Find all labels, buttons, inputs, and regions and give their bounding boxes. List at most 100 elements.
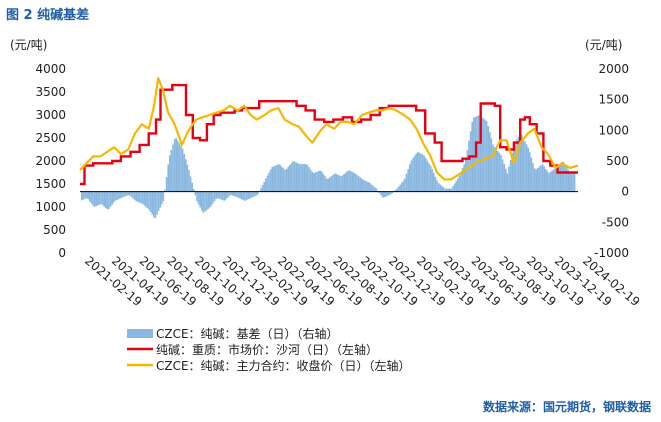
basis-bar bbox=[573, 173, 576, 192]
left-tick-label: 500 bbox=[43, 223, 66, 237]
basis-bar bbox=[237, 191, 240, 198]
basis-bar bbox=[298, 164, 301, 192]
basis-bar bbox=[130, 191, 133, 197]
basis-bar bbox=[276, 164, 278, 192]
basis-bar bbox=[399, 184, 401, 192]
basis-bar bbox=[484, 119, 486, 192]
right-tick-label: 0 bbox=[621, 185, 629, 199]
basis-bar bbox=[527, 147, 529, 192]
basis-bar bbox=[538, 166, 541, 192]
basis-bar bbox=[473, 117, 475, 192]
basis-bar bbox=[407, 169, 409, 192]
basis-bar bbox=[533, 168, 536, 192]
basis-bar bbox=[337, 174, 339, 192]
basis-bar bbox=[572, 173, 574, 192]
basis-bar bbox=[124, 191, 126, 197]
basis-bar bbox=[129, 191, 131, 196]
basis-bar bbox=[218, 191, 221, 199]
basis-bar bbox=[369, 183, 371, 192]
basis-bar bbox=[217, 191, 219, 199]
basis-bar bbox=[305, 164, 307, 192]
right-tick-label: 1000 bbox=[598, 123, 629, 137]
basis-bar bbox=[463, 164, 465, 192]
basis-bar bbox=[482, 118, 485, 192]
basis-bar bbox=[263, 181, 265, 192]
left-tick-label: 1500 bbox=[35, 177, 66, 191]
basis-bar bbox=[161, 191, 163, 205]
basis-bar bbox=[492, 144, 494, 192]
basis-bar bbox=[204, 191, 206, 212]
basis-bar bbox=[81, 191, 83, 201]
basis-bar bbox=[524, 141, 526, 192]
basis-bar bbox=[287, 166, 289, 192]
basis-bar bbox=[519, 134, 521, 192]
basis-bar bbox=[553, 169, 555, 192]
basis-bar bbox=[354, 173, 357, 192]
basis-bar bbox=[383, 191, 385, 198]
x-axis-ticks: 2021-02-192021-04-192021-06-192021-08-19… bbox=[82, 254, 642, 310]
basis-bar bbox=[138, 191, 141, 203]
basis-bar bbox=[433, 172, 435, 192]
basis-bar bbox=[431, 168, 433, 192]
basis-bar bbox=[186, 164, 189, 192]
basis-bar bbox=[141, 191, 144, 204]
basis-bar bbox=[321, 171, 323, 192]
basis-bar bbox=[498, 152, 501, 192]
basis-bar bbox=[177, 140, 179, 192]
basis-bar bbox=[548, 173, 550, 192]
basis-bar bbox=[183, 153, 185, 192]
legend-label: CZCE：纯碱：基差（日）（右轴） bbox=[156, 326, 339, 341]
basis-bar bbox=[537, 168, 539, 192]
basis-bar bbox=[333, 173, 336, 192]
basis-bar bbox=[205, 191, 208, 211]
basis-bar bbox=[201, 191, 203, 211]
basis-bar bbox=[569, 172, 571, 192]
basis-bar bbox=[193, 189, 195, 192]
basis-bar bbox=[234, 191, 237, 197]
basis-bar bbox=[442, 187, 445, 192]
basis-bar bbox=[292, 161, 294, 192]
basis-bar bbox=[441, 185, 443, 192]
basis-bar bbox=[301, 164, 304, 192]
basis-bar bbox=[101, 191, 104, 206]
basis-bar bbox=[137, 191, 139, 202]
basis-bar bbox=[279, 165, 281, 192]
basis-bar bbox=[559, 163, 561, 192]
basis-bar bbox=[207, 191, 209, 209]
basis-bar bbox=[212, 191, 214, 204]
basis-bar bbox=[378, 191, 381, 193]
basis-bar bbox=[306, 164, 309, 192]
basis-bar bbox=[415, 153, 417, 192]
basis-bar bbox=[125, 191, 128, 196]
data-source: 数据来源：国元期货，钢联数据 bbox=[482, 400, 651, 414]
basis-bar bbox=[489, 132, 491, 192]
basis-bar bbox=[409, 164, 411, 192]
basis-bar bbox=[490, 138, 493, 192]
basis-bar bbox=[181, 148, 184, 192]
basis-bar bbox=[225, 191, 227, 200]
basis-bar bbox=[189, 176, 192, 192]
basis-bar bbox=[497, 151, 499, 192]
basis-bar bbox=[466, 150, 469, 192]
basis-bar bbox=[509, 159, 512, 192]
basis-bar bbox=[517, 136, 520, 192]
basis-bar bbox=[167, 164, 169, 192]
basis-bar bbox=[173, 139, 176, 192]
basis-bar bbox=[114, 191, 117, 201]
basis-bar bbox=[567, 169, 569, 192]
price-lines bbox=[79, 77, 579, 186]
basis-bar bbox=[481, 117, 483, 192]
basis-bar bbox=[231, 191, 233, 196]
basis-bar bbox=[479, 115, 481, 192]
basis-bar bbox=[297, 163, 299, 192]
basis-bar bbox=[364, 180, 366, 192]
basis-bar bbox=[89, 191, 91, 202]
basis-bar bbox=[95, 191, 97, 207]
basis-bar bbox=[535, 169, 537, 192]
basis-bar bbox=[257, 191, 259, 195]
basis-bar bbox=[477, 115, 480, 192]
basis-bar bbox=[348, 170, 350, 192]
basis-bar bbox=[541, 164, 544, 192]
basis-bar bbox=[269, 169, 272, 192]
basis-bar bbox=[546, 171, 549, 192]
